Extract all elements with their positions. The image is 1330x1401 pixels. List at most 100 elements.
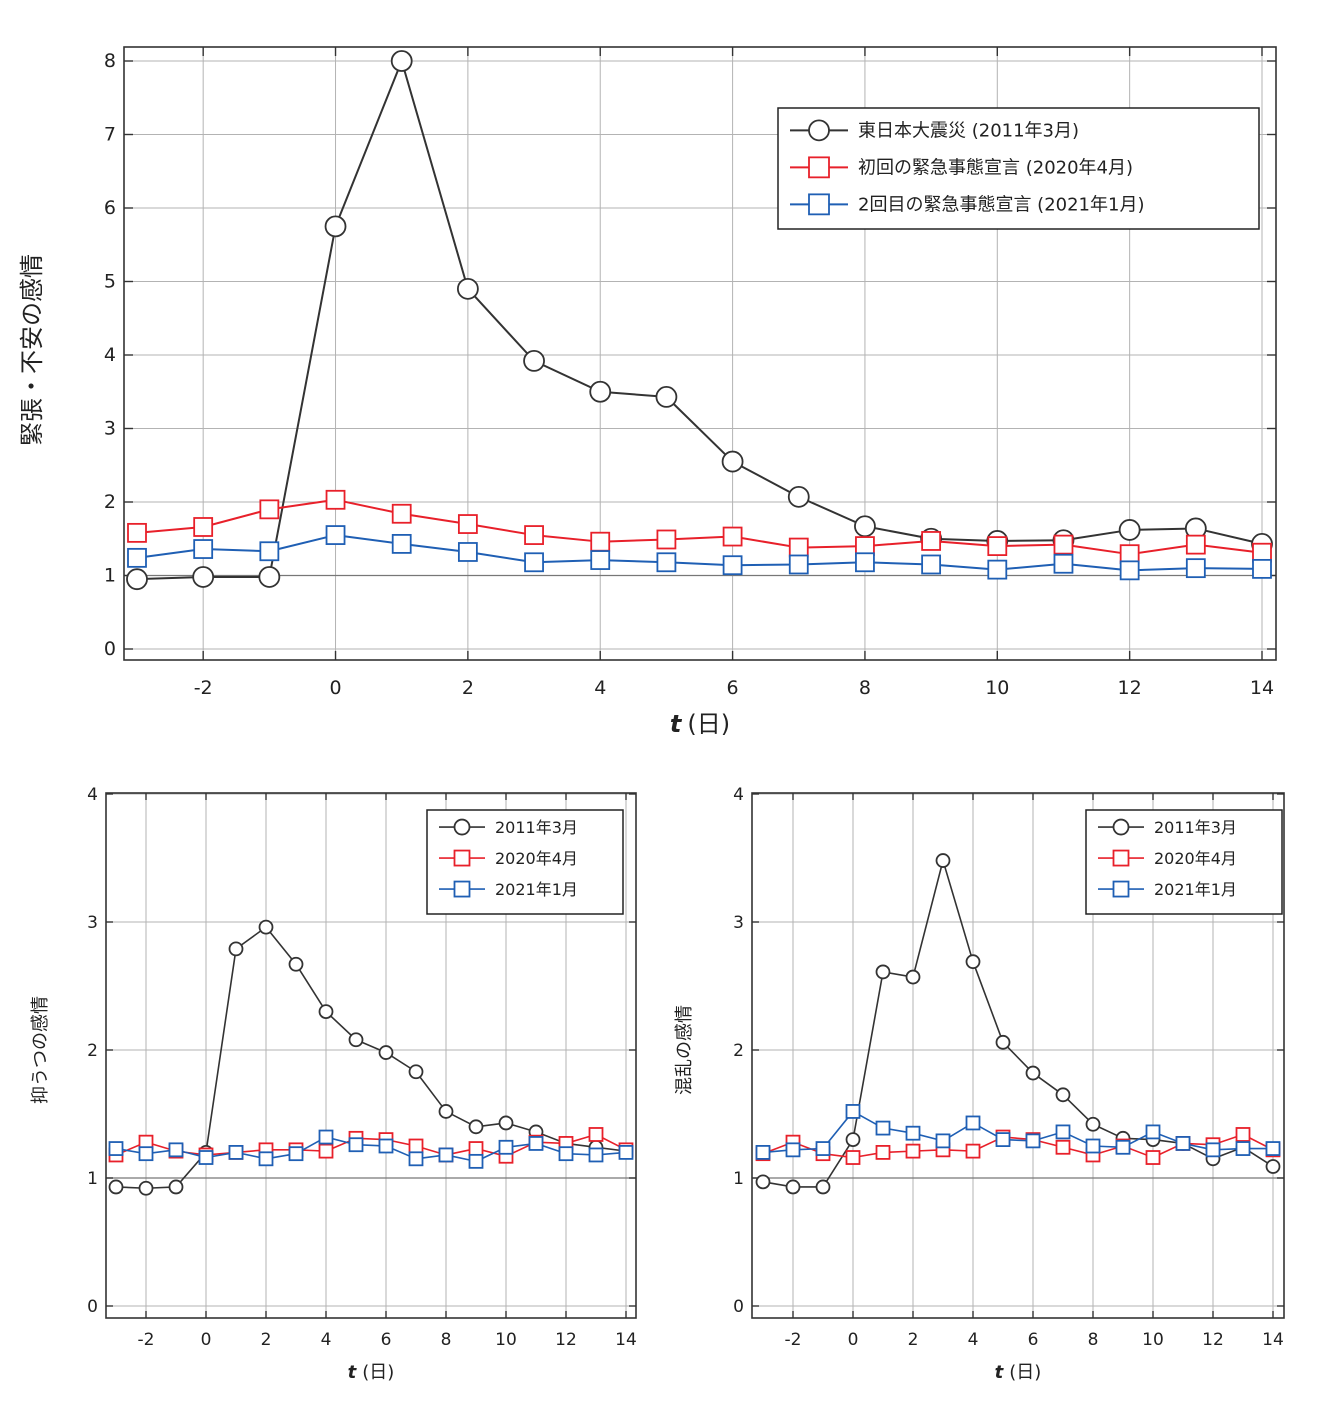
data-point <box>921 554 942 575</box>
data-point <box>468 1153 484 1169</box>
data-point <box>722 526 743 547</box>
y-tick-label: 4 <box>733 785 744 805</box>
ticks <box>106 793 636 1318</box>
x-tick-label: -2 <box>785 1330 802 1350</box>
legend: 2011年3月 2020年4月 2021年1月 <box>426 809 624 915</box>
series-line <box>136 60 1263 581</box>
data-point <box>391 533 412 554</box>
data-point <box>168 1142 184 1158</box>
series-3 <box>127 525 1272 581</box>
data-point <box>391 503 412 524</box>
data-point <box>815 1179 831 1195</box>
data-point <box>1185 558 1206 579</box>
data-point <box>1085 1116 1101 1132</box>
data-point <box>498 1115 514 1131</box>
data-point <box>325 489 346 510</box>
x-tick-label: 6 <box>727 677 739 699</box>
data-point <box>875 964 891 980</box>
data-point <box>324 215 347 238</box>
data-point <box>1119 560 1140 581</box>
data-point <box>1053 534 1074 555</box>
data-point <box>198 1150 214 1165</box>
data-point <box>788 537 809 558</box>
data-point <box>721 450 744 473</box>
y-tick-label: 2 <box>104 491 116 513</box>
data-point <box>408 1064 424 1080</box>
y-axis-title: 緊張・不安の感情 <box>18 254 46 446</box>
data-point <box>1205 1142 1221 1158</box>
data-point <box>845 1104 861 1119</box>
data-point <box>785 1142 801 1158</box>
data-point <box>288 956 304 972</box>
data-point <box>258 566 281 588</box>
legend: 東日本大震災 (2011年3月) 初回の緊急事態宣言 (2020年4月) 2回目の緊… <box>777 107 1260 230</box>
data-point <box>755 1174 771 1190</box>
y-tick-label: 3 <box>733 913 744 933</box>
data-point <box>168 1179 184 1195</box>
data-point <box>656 529 677 550</box>
legend-marker <box>808 156 830 179</box>
data-point <box>854 515 876 538</box>
y-axis-title: 混乱の感情 <box>674 1005 695 1095</box>
data-point <box>456 277 479 300</box>
y-axis-title: 抑うつの感情 <box>30 996 51 1104</box>
legend-marker <box>1112 880 1130 898</box>
legend-marker <box>1112 818 1130 836</box>
x-tick-label: 2 <box>908 1330 919 1350</box>
legend-box <box>777 107 1260 230</box>
data-point <box>1053 553 1074 574</box>
data-point <box>378 1045 394 1060</box>
x-tick-label: 0 <box>329 677 341 699</box>
data-point <box>1055 1139 1071 1155</box>
data-point <box>995 1132 1011 1147</box>
legend: 2011年3月 2020年4月 2021年1月 <box>1085 809 1283 915</box>
data-point <box>523 349 545 372</box>
data-point <box>457 542 478 562</box>
data-point <box>921 531 942 551</box>
data-point <box>875 1145 891 1160</box>
data-point <box>618 1145 634 1160</box>
data-point <box>1115 1139 1131 1155</box>
legend-label: 2021年1月 <box>1154 880 1237 899</box>
x-tick-label: -2 <box>194 677 213 699</box>
x-axis-unit: (日) <box>362 1362 394 1383</box>
data-point <box>1055 1087 1071 1103</box>
series-line <box>136 498 1263 556</box>
data-point <box>905 969 921 985</box>
y-tick-label: 1 <box>104 565 116 587</box>
data-point <box>1235 1127 1251 1142</box>
data-point <box>468 1141 484 1156</box>
data-point <box>1145 1150 1161 1165</box>
data-point <box>588 1127 604 1142</box>
y-tick-label: 0 <box>87 1297 98 1317</box>
data-point <box>193 517 214 537</box>
data-point <box>228 941 244 957</box>
legend-label: 東日本大震災 (2011年3月) <box>858 120 1079 141</box>
data-point <box>468 1119 484 1135</box>
plot-frame <box>105 792 637 1319</box>
data-point <box>1235 1141 1251 1156</box>
x-axis-unit: (日) <box>1009 1362 1041 1383</box>
data-point <box>408 1151 424 1167</box>
data-point <box>108 1179 124 1195</box>
x-tick-label: 8 <box>1088 1330 1099 1350</box>
data-point <box>1265 1141 1281 1156</box>
data-point <box>1185 534 1206 555</box>
series-line <box>136 534 1263 572</box>
data-point <box>1118 519 1141 541</box>
y-tick-label: 0 <box>733 1297 744 1317</box>
data-point <box>288 1146 304 1162</box>
series-3 <box>108 1129 634 1169</box>
x-tick-label: 0 <box>848 1330 859 1350</box>
y-tick-label: 1 <box>733 1169 744 1189</box>
legend-label: 初回の緊急事態宣言 (2020年4月) <box>858 157 1133 178</box>
series-line <box>115 1136 627 1163</box>
data-point <box>589 380 612 403</box>
x-tick-label: 14 <box>1262 1330 1284 1350</box>
data-point <box>905 1143 921 1159</box>
x-tick-label: 12 <box>555 1330 577 1350</box>
data-point <box>348 1137 364 1153</box>
